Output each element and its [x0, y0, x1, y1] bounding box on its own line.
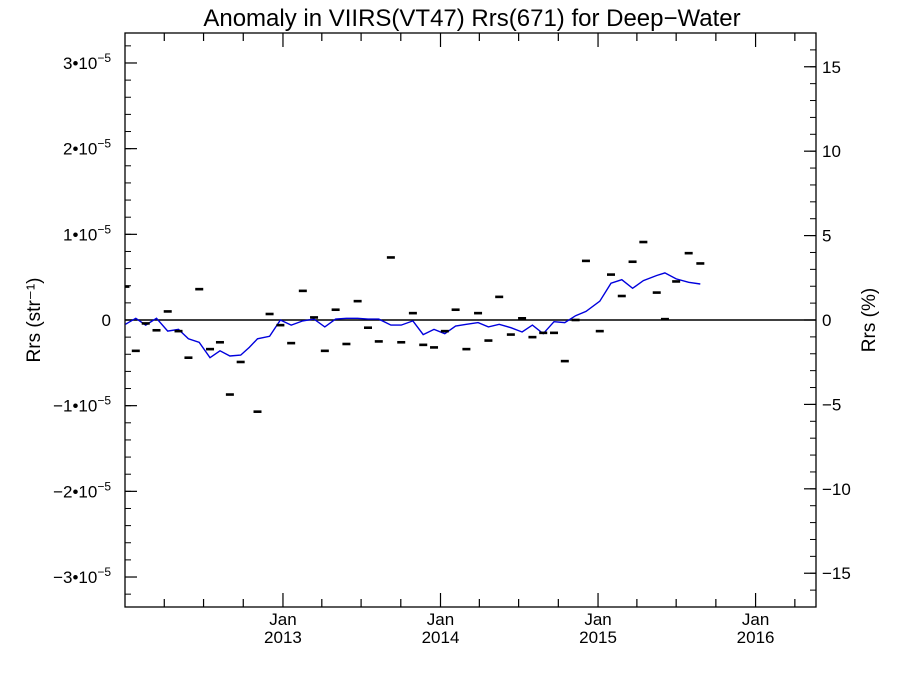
- y-right-tick-label: 15: [822, 58, 841, 77]
- series-points: [125, 240, 705, 413]
- x-tick-label-year: 2015: [579, 628, 617, 647]
- chart-title: Anomaly in VIIRS(VT47) Rrs(671) for Deep…: [203, 5, 740, 32]
- y-right-tick-label: 5: [822, 227, 831, 246]
- y-right-tick-label: 10: [822, 142, 841, 161]
- x-tick-label-year: 2016: [737, 628, 775, 647]
- x-tick-label-month: Jan: [742, 610, 769, 629]
- series-line: [125, 272, 701, 359]
- y-right-tick-label: −5: [822, 395, 841, 414]
- x-tick-label-month: Jan: [584, 610, 611, 629]
- y-right-tick-label: −10: [822, 480, 851, 499]
- y-left-tick-label: 3•10−5: [63, 51, 111, 73]
- y-axis-label-right: Rrs (%): [859, 288, 880, 352]
- x-tick-label-month: Jan: [269, 610, 296, 629]
- x-tick-label-month: Jan: [427, 610, 454, 629]
- x-tick-label-year: 2014: [422, 628, 460, 647]
- y-left-tick-label: −3•10−5: [53, 565, 111, 587]
- y-left-tick-label: 2•10−5: [63, 137, 111, 159]
- y-left-tick-label: 0: [102, 311, 111, 330]
- y-left-tick-label: 1•10−5: [63, 222, 111, 244]
- tick-labels: 3•10−5 2•10−5 1•10−5 0 −1•10−5 −2•10−5 −3•10−5…: [53, 51, 851, 647]
- y-right-tick-label: 0: [822, 311, 831, 330]
- y-left-tick-label: −2•10−5: [53, 479, 111, 501]
- y-right-tick-label: −15: [822, 564, 851, 583]
- y-left-tick-label: −1•10−5: [53, 394, 111, 416]
- y-axis-label-left: Rrs (str⁻¹): [24, 278, 45, 363]
- x-tick-label-year: 2013: [264, 628, 302, 647]
